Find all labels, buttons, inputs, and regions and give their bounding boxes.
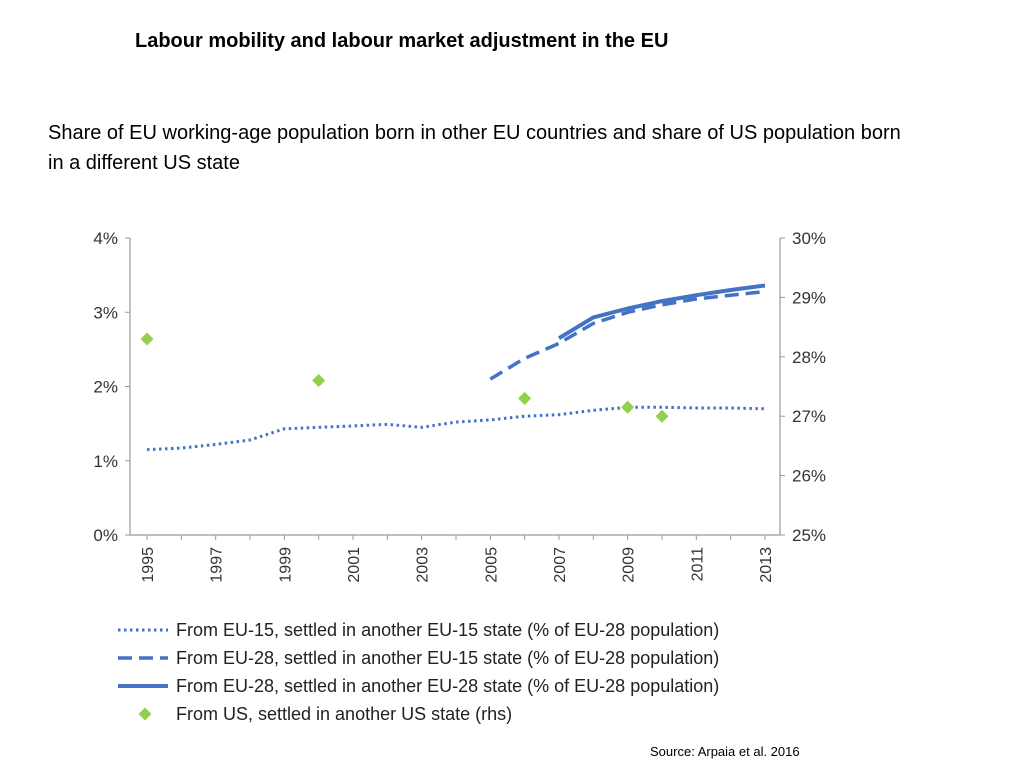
us-series-point <box>518 391 532 405</box>
slide-title: Labour mobility and labour market adjust… <box>135 30 669 52</box>
x-tick-label: 1999 <box>277 547 294 583</box>
series-line-dashed <box>489 289 766 381</box>
legend-entry-label: From EU-15, settled in another EU-15 sta… <box>176 620 719 640</box>
x-tick-label: 1995 <box>140 547 157 583</box>
x-tick-label: 2005 <box>483 547 500 583</box>
us-series-point <box>140 332 154 346</box>
right-tick-label: 27% <box>792 407 826 426</box>
x-tick-label: 2003 <box>415 547 432 583</box>
series-line-solid <box>557 283 766 340</box>
x-tick-label: 2011 <box>689 547 706 582</box>
x-tick-label: 2001 <box>346 547 363 583</box>
source-note: Source: Arpaia et al. 2016 <box>650 744 800 759</box>
legend-entry-label: From US, settled in another US state (rh… <box>176 704 512 724</box>
left-tick-label: 1% <box>93 452 118 471</box>
left-tick-label: 4% <box>93 229 118 248</box>
series-line-dotted <box>146 405 766 452</box>
us-series-point <box>621 400 635 414</box>
x-tick-label: 1997 <box>209 547 226 583</box>
left-tick-label: 0% <box>93 526 118 545</box>
right-tick-label: 29% <box>792 288 826 307</box>
legend-entry-label: From EU-28, settled in another EU-15 sta… <box>176 648 719 668</box>
us-series-point <box>655 409 669 423</box>
left-tick-label: 3% <box>93 303 118 322</box>
right-tick-label: 28% <box>792 348 826 367</box>
us-series-point <box>312 374 326 388</box>
right-tick-label: 30% <box>792 229 826 248</box>
legend-swatch-marker <box>138 707 152 721</box>
x-tick-label: 2013 <box>758 547 775 583</box>
left-tick-label: 2% <box>93 378 118 397</box>
right-tick-label: 26% <box>792 467 826 486</box>
legend-entry-label: From EU-28, settled in another EU-28 sta… <box>176 676 719 696</box>
x-tick-label: 2007 <box>552 547 569 583</box>
x-tick-label: 2009 <box>621 547 638 583</box>
right-tick-label: 25% <box>792 526 826 545</box>
slide-subtitle: Share of EU working-age population born … <box>48 122 901 174</box>
